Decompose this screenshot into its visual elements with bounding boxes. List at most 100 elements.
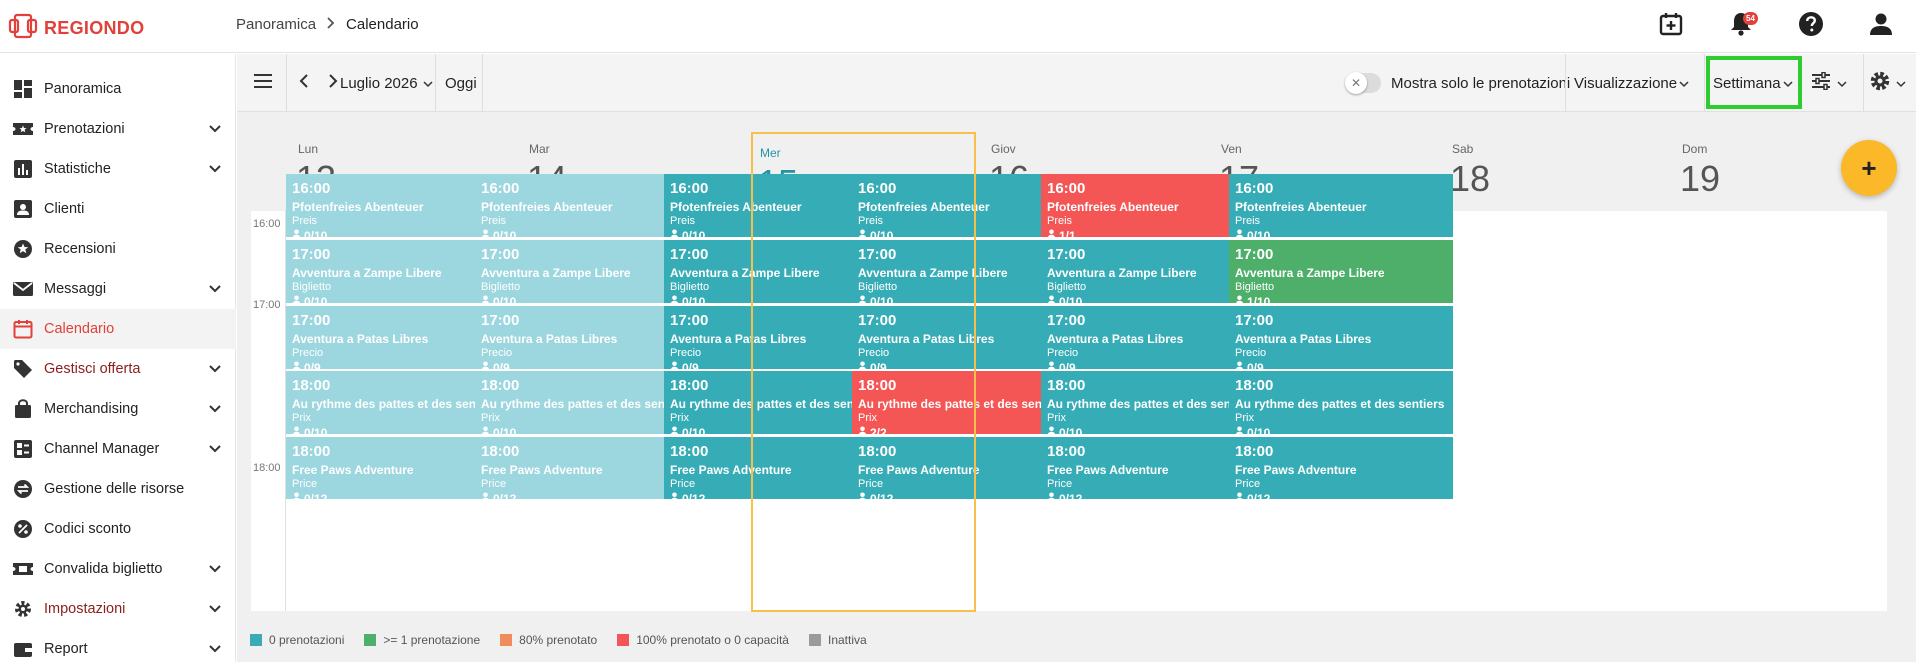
next-period-button[interactable] [319, 54, 347, 112]
event-card[interactable]: 16:00 Pfotenfreies Abenteuer Preis 0/10 [286, 174, 510, 243]
sidebar-item-gestisci-offerta[interactable]: Gestisci offerta [0, 349, 236, 389]
event-card[interactable]: 17:00 Aventura a Patas Libres Precio 0/9 [286, 306, 510, 375]
day-number[interactable]: 19 [1680, 158, 1721, 199]
sidebar-item-impostazioni[interactable]: Impostazioni [0, 589, 236, 629]
event-card[interactable]: 18:00 Free Paws Adventure Price 0/12 [286, 437, 510, 506]
view-dropdown[interactable]: Visualizzazione [1574, 54, 1689, 112]
channel-icon [12, 438, 34, 460]
person-icon [292, 228, 301, 244]
legend-swatch [364, 634, 377, 646]
person-icon [481, 294, 490, 310]
event-card[interactable]: 18:00 Au rythme des pattes et des sentier… [1041, 371, 1265, 440]
event-card[interactable]: 17:00 Aventura a Patas Libres Precio 0/9 [852, 306, 1076, 375]
event-title: Aventura a Patas Libres [481, 332, 618, 346]
bookings-only-toggle[interactable]: ✕ Mostra solo le prenotazioni [1345, 54, 1570, 112]
user-icon [1868, 11, 1894, 42]
hamburger-icon [254, 74, 272, 92]
event-card[interactable]: 17:00 Aventura a Patas Libres Precio 0/9 [475, 306, 699, 375]
chevron-down-icon [1837, 75, 1847, 92]
sidebar-item-messaggi[interactable]: Messaggi [0, 269, 236, 309]
event-time: 18:00 [670, 377, 709, 394]
day-name: Sab [1452, 142, 1474, 156]
chevron-right-icon [328, 73, 338, 93]
time-label: 17:00 [253, 299, 281, 311]
event-card[interactable]: 17:00 Avventura a Zampe Libere Biglietto 1/… [1229, 240, 1453, 309]
event-count: 0/10 [493, 295, 517, 309]
event-card[interactable]: 17:00 Avventura a Zampe Libere Biglietto 0/… [1041, 240, 1265, 309]
event-card[interactable]: 17:00 Aventura a Patas Libres Precio 0/9 [664, 306, 888, 375]
event-capacity: 0/10 [481, 294, 699, 310]
event-card[interactable]: 18:00 Free Paws Adventure Price 0/12 [852, 437, 1076, 506]
event-card[interactable]: 16:00 Pfotenfreies Abenteuer Preis 1/1 [1041, 174, 1265, 243]
event-card[interactable]: 17:00 Avventura a Zampe Libere Biglietto 0/… [852, 240, 1076, 309]
event-price-type: Prix [858, 412, 877, 424]
event-card[interactable]: 18:00 Free Paws Adventure Price 0/12 [1229, 437, 1453, 506]
event-card[interactable]: 17:00 Avventura a Zampe Libere Biglietto 0/… [286, 240, 510, 309]
add-booking-button[interactable] [1636, 0, 1706, 53]
sidebar-item-codici-sconto[interactable]: Codici sconto [0, 509, 236, 549]
event-card[interactable]: 17:00 Aventura a Patas Libres Precio 0/9 [1229, 306, 1453, 375]
time-column [251, 211, 286, 611]
person-icon [481, 425, 490, 441]
toggle-switch[interactable]: ✕ [1345, 72, 1381, 94]
event-card[interactable]: 18:00 Au rythme des pattes et des sentier… [664, 371, 888, 440]
month-picker[interactable]: Luglio 2026 [340, 54, 433, 112]
sidebar-item-statistiche[interactable]: Statistiche [0, 149, 236, 189]
event-card[interactable]: 18:00 Free Paws Adventure Price 0/12 [475, 437, 699, 506]
range-dropdown[interactable]: Settimana [1713, 54, 1793, 112]
legend-item: Inattiva [808, 633, 867, 647]
event-count: 2/2 [870, 426, 887, 440]
breadcrumb-parent[interactable]: Panoramica [236, 16, 317, 33]
menu-toggle-button[interactable] [243, 54, 283, 112]
event-price-type: Prix [1235, 412, 1254, 424]
event-card[interactable]: 18:00 Au rythme des pattes et des sentier… [286, 371, 510, 440]
event-card[interactable]: 18:00 Free Paws Adventure Price 0/12 [664, 437, 888, 506]
sidebar: Panoramica Prenotazioni Statistiche Clie… [0, 54, 236, 662]
event-time: 16:00 [670, 180, 709, 197]
brand-logo[interactable]: REGIONDO [8, 12, 144, 45]
event-card[interactable]: 17:00 Aventura a Patas Libres Precio 0/9 [1041, 306, 1265, 375]
sidebar-item-convalida-biglietto[interactable]: Convalida biglietto [0, 549, 236, 589]
event-card[interactable]: 16:00 Pfotenfreies Abenteuer Preis 0/10 [664, 174, 888, 243]
event-card[interactable]: 16:00 Pfotenfreies Abenteuer Preis 0/10 [475, 174, 699, 243]
event-card[interactable]: 18:00 Au rythme des pattes et des sentier… [475, 371, 699, 440]
sidebar-item-channel-manager[interactable]: Channel Manager [0, 429, 236, 469]
sidebar-item-clienti[interactable]: Clienti [0, 189, 236, 229]
today-button[interactable]: Oggi [445, 54, 477, 112]
event-card[interactable]: 17:00 Avventura a Zampe Libere Biglietto 0/… [664, 240, 888, 309]
event-card[interactable]: 18:00 Au rythme des pattes et des sentier… [852, 371, 1076, 440]
event-price-type: Price [292, 478, 318, 490]
add-event-fab[interactable]: + [1841, 140, 1897, 196]
view-label: Visualizzazione [1574, 74, 1678, 92]
event-price-type: Prix [481, 412, 500, 424]
event-capacity: 0/12 [858, 491, 1076, 507]
event-card[interactable]: 16:00 Pfotenfreies Abenteuer Preis 0/10 [1229, 174, 1453, 243]
account-button[interactable] [1846, 0, 1916, 53]
event-card[interactable]: 17:00 Avventura a Zampe Libere Biglietto 0/… [475, 240, 699, 309]
event-card[interactable]: 16:00 Pfotenfreies Abenteuer Preis 0/10 [852, 174, 1076, 243]
legend-item: >= 1 prenotazione [364, 633, 480, 647]
sidebar-item-panoramica[interactable]: Panoramica [0, 69, 236, 109]
chevron-down-icon [1783, 75, 1793, 92]
settings-dropdown[interactable] [1869, 54, 1913, 112]
event-time: 18:00 [1235, 377, 1274, 394]
filter-dropdown[interactable] [1811, 54, 1859, 112]
event-time: 18:00 [670, 443, 709, 460]
event-card[interactable]: 18:00 Free Paws Adventure Price 0/12 [1041, 437, 1265, 506]
sidebar-item-recensioni[interactable]: Recensioni [0, 229, 236, 269]
person-icon [858, 360, 867, 376]
event-capacity: 0/10 [292, 425, 510, 441]
gear-icon [1869, 70, 1891, 96]
sidebar-item-report[interactable]: Report [0, 629, 236, 662]
prev-period-button[interactable] [290, 54, 318, 112]
sidebar-item-calendario[interactable]: Calendario [0, 309, 236, 349]
day-number[interactable]: 18 [1450, 158, 1491, 199]
chevron-down-icon [208, 402, 222, 418]
event-card[interactable]: 18:00 Au rythme des pattes et des sentier… [1229, 371, 1453, 440]
sidebar-item-gestione-risorse[interactable]: Gestione delle risorse [0, 469, 236, 509]
help-button[interactable] [1776, 0, 1846, 53]
sidebar-item-prenotazioni[interactable]: Prenotazioni [0, 109, 236, 149]
notifications-button[interactable]: 54 [1706, 0, 1776, 53]
event-capacity: 0/12 [1235, 491, 1453, 507]
sidebar-item-merchandising[interactable]: Merchandising [0, 389, 236, 429]
